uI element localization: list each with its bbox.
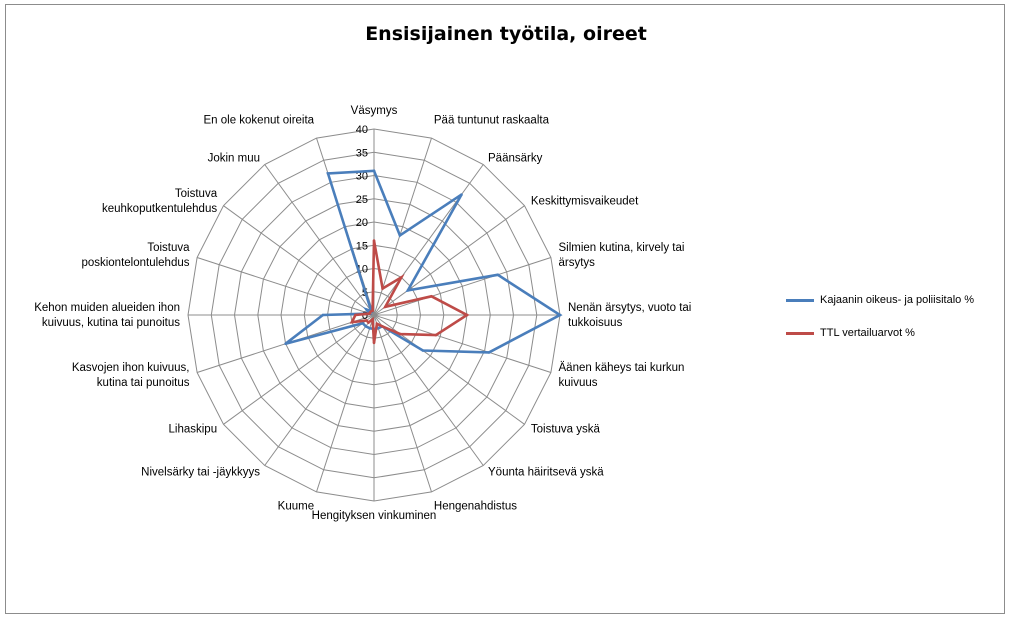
data-point-series-2: [384, 305, 387, 309]
data-point-series-2: [430, 295, 433, 298]
category-label: Kehon muiden alueiden ihon kuivuus, kutin…: [34, 302, 180, 329]
legend-item-series-1: Kajaanin oikeus- ja poliisitalo %: [786, 292, 974, 308]
category-label: Yöunta häiritsevä yskä: [488, 466, 604, 478]
data-point-series-2: [372, 239, 376, 242]
category-label: Äänen käheys tai kurkun kuivuus: [559, 362, 685, 389]
data-point-series-1: [421, 349, 425, 352]
data-point-series-2: [354, 313, 357, 317]
data-point-series-2: [400, 276, 403, 279]
radial-tick-label: 40: [356, 124, 368, 136]
radial-tick-label: 15: [356, 240, 368, 252]
category-label: En ole kokenut oireita: [203, 115, 314, 127]
category-label: Nenän ärsytys, vuoto tai tukkoisuus: [568, 302, 691, 329]
legend-swatch-series-2: [786, 331, 814, 335]
data-point-series-1: [460, 193, 463, 196]
data-point-series-2: [380, 325, 384, 328]
spoke-6: [373, 314, 552, 373]
radial-tick-label: 35: [356, 147, 368, 159]
radial-tick-label: 30: [356, 171, 368, 183]
category-label: Keskittymisvaikeudet: [531, 196, 639, 208]
data-point-series-1: [365, 308, 368, 311]
data-point-series-1: [368, 327, 372, 330]
data-point-series-1: [558, 313, 562, 317]
spoke-18: [264, 164, 375, 316]
data-point-series-1: [398, 234, 402, 237]
legend: Kajaanin oikeus- ja poliisitalo % TTL ve…: [786, 292, 974, 358]
category-label: Pää tuntunut raskaalta: [434, 115, 550, 127]
category-label: Lihaskipu: [169, 424, 218, 436]
category-label: Silmien kutina, kirvely tai ärsytys: [559, 242, 685, 269]
data-point-series-1: [361, 321, 365, 325]
category-label: Toistuva keuhkoputkentulehdus: [102, 188, 218, 215]
radial-tick-label: 25: [356, 194, 368, 206]
data-point-series-2: [399, 332, 402, 336]
category-label: Hengityksen vinkuminen: [312, 510, 437, 522]
category-label: Kasvojen ihon kuivuus, kutina tai punoitu…: [72, 362, 190, 389]
data-point-series-2: [372, 341, 376, 345]
legend-label-series-2: TTL vertailuarvot %: [820, 327, 915, 339]
data-point-series-1: [377, 327, 380, 330]
spoke-13: [223, 314, 375, 425]
spoke-12: [264, 314, 375, 466]
data-point-series-1: [496, 273, 500, 277]
category-label: Päänsärky: [488, 153, 543, 165]
spoke-1: [373, 137, 432, 316]
spoke-11: [316, 314, 375, 493]
data-point-series-2: [381, 287, 384, 290]
chart-area: Ensisijainen työtila, oireet 0 5 10 15 20 25 3…: [5, 4, 1005, 614]
legend-item-series-2: TTL vertailuarvot %: [786, 325, 974, 341]
data-point-series-1: [321, 313, 325, 317]
data-point-series-1: [372, 169, 376, 173]
series-line-1: [284, 169, 563, 354]
data-point-series-1: [487, 351, 491, 354]
category-label: Toistuva poskiontelontulehdus: [81, 242, 190, 269]
data-point-series-2: [371, 318, 374, 321]
spoke-3: [373, 205, 525, 316]
category-label: Hengenahdistus: [434, 501, 517, 513]
data-point-series-2: [434, 333, 438, 337]
category-label: Väsymys: [351, 105, 398, 117]
data-point-series-1: [364, 325, 368, 328]
data-point-series-2: [350, 320, 354, 324]
spoke-17: [223, 205, 375, 316]
spoke-9: [373, 314, 432, 493]
category-label: Kuume: [278, 501, 314, 513]
data-point-series-2: [465, 313, 469, 317]
data-point-series-1: [284, 342, 287, 346]
category-label: Toistuva yskä: [531, 424, 601, 436]
legend-swatch-series-1: [786, 298, 814, 302]
data-point-series-2: [371, 309, 374, 312]
category-label: Jokin muu: [208, 153, 260, 165]
legend-label-series-1: Kajaanin oikeus- ja poliisitalo %: [820, 294, 975, 306]
radial-tick-label: 0: [362, 310, 368, 322]
data-point-series-1: [326, 172, 330, 175]
spoke-16: [196, 257, 375, 316]
data-point-series-2: [365, 319, 368, 322]
data-point-series-2: [375, 322, 379, 326]
spoke-4: [373, 257, 552, 316]
radial-tick-label: 20: [356, 217, 368, 229]
data-point-series-1: [406, 289, 410, 292]
spoke-8: [373, 314, 484, 466]
data-point-series-2: [367, 321, 370, 324]
spoke-2: [373, 164, 484, 316]
category-label: Nivelsärky tai -jäykkyys: [141, 466, 260, 478]
chart-title: Ensisijainen työtila, oireet: [365, 23, 647, 45]
